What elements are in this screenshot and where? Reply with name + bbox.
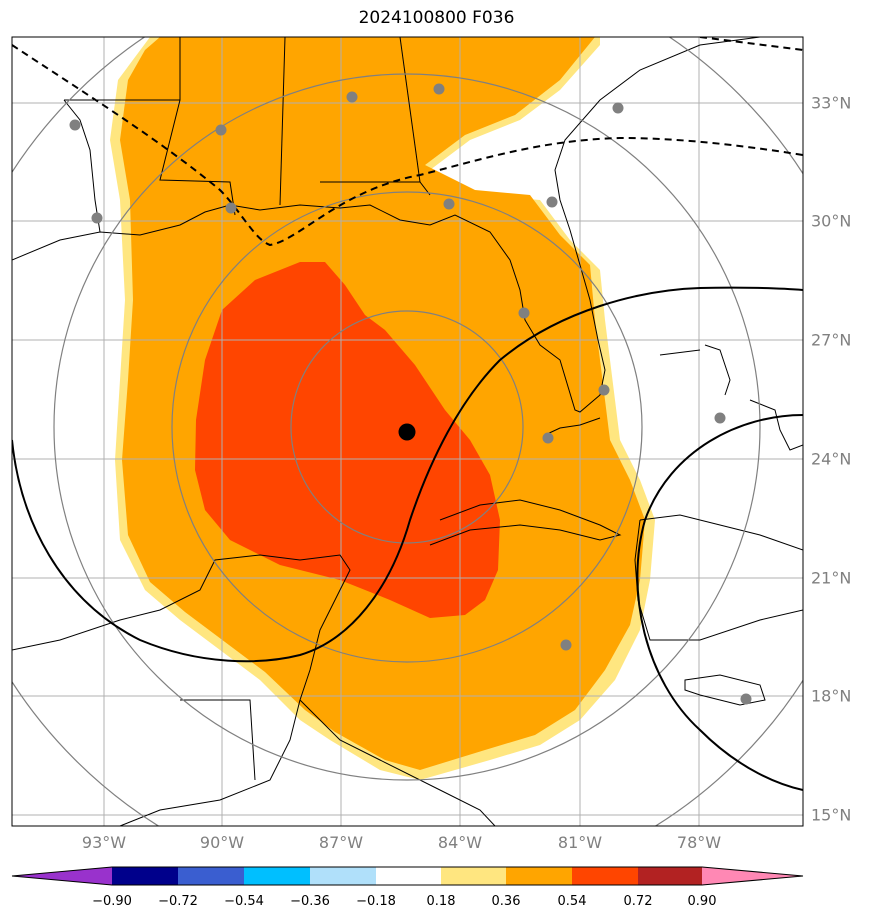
coastlines [12, 37, 803, 826]
colorbar-tick-label: −0.54 [224, 894, 264, 909]
colorbar-tick-label: 0.18 [426, 894, 456, 909]
lat-label: 30°N [811, 211, 852, 231]
lon-label: 78°W [676, 833, 722, 852]
lat-label: 21°N [811, 568, 852, 588]
lon-label: 87°W [318, 833, 364, 852]
contour-lines [12, 286, 803, 791]
colorbar-tick-label: −0.18 [356, 894, 396, 909]
colorbar [11, 866, 804, 886]
colorbar-segment [310, 867, 376, 885]
colorbar-tick-label: 0.90 [687, 894, 717, 909]
colorbar-tick-label: −0.36 [290, 894, 330, 909]
range-rings [12, 37, 803, 826]
storm-center-marker [398, 423, 416, 441]
lat-label: 24°N [811, 449, 852, 469]
colorbar-segment [178, 867, 244, 885]
contour-fill-0.54 [195, 262, 500, 618]
lon-label: 81°W [557, 833, 603, 852]
colorbar-segment [112, 867, 178, 885]
lon-label: 84°W [437, 833, 483, 852]
lat-label: 18°N [811, 686, 852, 706]
colorbar-tick-label: 0.36 [491, 894, 521, 909]
colorbar-tick-label: 0.72 [623, 894, 653, 909]
colorbar-tick-label: −0.72 [158, 894, 198, 909]
colorbar-segment [441, 867, 506, 885]
map-area [12, 37, 803, 826]
colorbar-tick-label: 0.54 [557, 894, 587, 909]
colorbar-segment [376, 867, 441, 885]
colorbar-segment [506, 867, 572, 885]
lat-label: 27°N [811, 330, 852, 350]
colorbar-extend-high [702, 867, 803, 885]
lat-label: 15°N [811, 805, 852, 825]
colorbar-segment [638, 867, 702, 885]
map-title: 2024100800 F036 [358, 8, 515, 28]
colorbar-outline [11, 866, 804, 886]
colorbar-segment [244, 867, 310, 885]
dashed-lines [12, 37, 803, 247]
lat-label: 33°N [811, 93, 852, 113]
lon-label: 93°W [81, 833, 127, 852]
map-frame [11, 36, 804, 827]
lon-label: 90°W [199, 833, 245, 852]
colorbar-tick-label: −0.90 [92, 894, 132, 909]
station-dots [69, 83, 752, 705]
colorbar-extend-low [12, 867, 112, 885]
colorbar-segment [572, 867, 638, 885]
